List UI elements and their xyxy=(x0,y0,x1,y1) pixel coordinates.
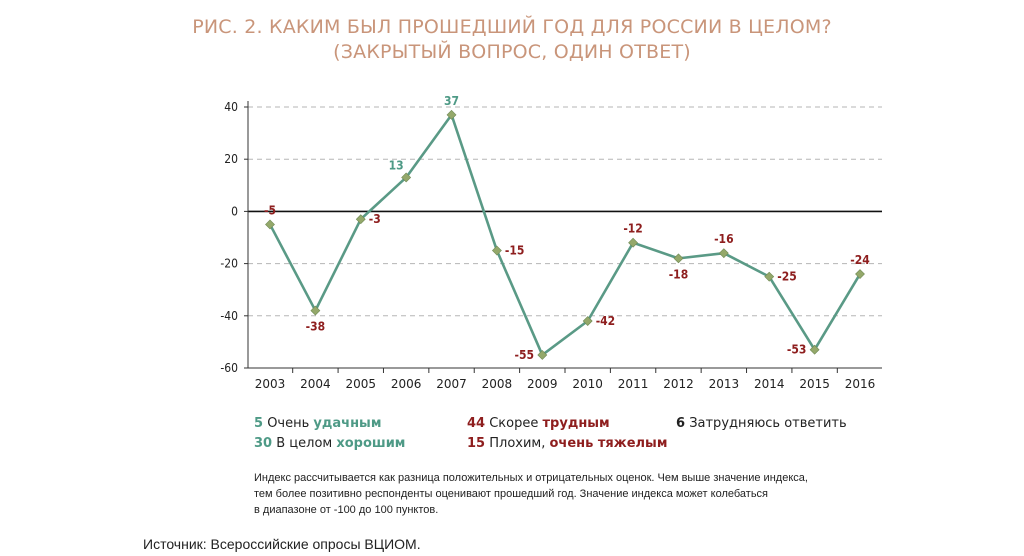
y-tick-label: 40 xyxy=(224,100,238,114)
data-label: -3 xyxy=(369,212,381,226)
data-point xyxy=(491,245,502,256)
chart-title-line1: РИС. 2. КАКИМ БЫЛ ПРОШЕДШИЙ ГОД ДЛЯ РОСС… xyxy=(192,16,832,38)
index-note-line2: тем более позитивно респонденты оцениваю… xyxy=(254,488,769,500)
data-label: -25 xyxy=(777,270,797,284)
legend-item-bad-very-hard: 15 Плохим, очень тяжелым xyxy=(467,436,668,451)
x-tick-label: 2015 xyxy=(799,377,830,391)
data-label: -24 xyxy=(850,253,870,267)
y-tick-label: 20 xyxy=(224,152,238,166)
x-tick-label: 2013 xyxy=(709,377,740,391)
data-point xyxy=(673,253,684,264)
data-point xyxy=(401,172,412,183)
data-label: -18 xyxy=(669,267,689,281)
data-point xyxy=(446,109,457,120)
data-point xyxy=(855,269,865,279)
legend-item-hard-to-answer: 6 Затрудняюсь ответить xyxy=(676,416,847,431)
data-point xyxy=(628,237,639,248)
legend-item-rather-difficult: 44 Скорее трудным xyxy=(467,416,610,431)
line-chart: 40 20 0 -20 -40 -60 2003 2004 2005 2006 2007 2008 2… xyxy=(220,94,882,391)
index-note-line3: в диапазоне от -100 до 100 пунктов. xyxy=(254,504,439,516)
x-tick-label: 2008 xyxy=(482,377,513,391)
legend-item-generally-good: 30 В целом хорошим xyxy=(254,436,406,451)
legend-col-negative: 44 Скорее трудным 15 Плохим, очень тяжел… xyxy=(467,414,667,454)
y-tick-label: -60 xyxy=(220,361,238,375)
x-tick-label: 2006 xyxy=(391,377,422,391)
data-label: -15 xyxy=(505,244,525,258)
legend-col-positive: 5 Очень удачным 30 В целом хорошим xyxy=(254,414,405,454)
legend-item-very-successful: 5 Очень удачным xyxy=(254,416,382,431)
data-label: -38 xyxy=(306,320,326,334)
legend-col-undecided: 6 Затрудняюсь ответить xyxy=(676,414,847,434)
x-tick-label: 2005 xyxy=(345,377,376,391)
data-point xyxy=(310,305,321,316)
index-note-line1: Индекс рассчитывается как разница положи… xyxy=(254,472,808,484)
data-label: -12 xyxy=(623,222,643,236)
data-point xyxy=(764,271,775,282)
chart-title-line2: (ЗАКРЫТЫЙ ВОПРОС, ОДИН ОТВЕТ) xyxy=(333,41,691,63)
series-line xyxy=(268,113,862,357)
data-point xyxy=(537,350,548,360)
x-tick-label: 2007 xyxy=(436,377,467,391)
x-tick-label: 2003 xyxy=(255,377,286,391)
source-note: Источник: Всероссийские опросы ВЦИОМ. xyxy=(143,536,421,552)
data-label: -55 xyxy=(515,348,535,362)
data-point xyxy=(355,214,366,225)
x-tick-label: 2016 xyxy=(845,377,876,391)
data-label: -16 xyxy=(714,232,734,246)
data-point xyxy=(265,219,275,230)
x-tick-label: 2009 xyxy=(527,377,558,391)
data-point xyxy=(809,344,820,355)
x-tick-label: 2012 xyxy=(663,377,694,391)
data-label: -5 xyxy=(264,203,276,217)
x-tick-label: 2004 xyxy=(300,377,331,391)
y-tick-label: 0 xyxy=(231,204,238,218)
data-label: 37 xyxy=(444,94,459,108)
index-note: Индекс рассчитывается как разница положи… xyxy=(254,470,894,518)
data-label: 13 xyxy=(389,158,404,172)
data-point xyxy=(718,248,729,259)
data-label: -42 xyxy=(596,314,616,328)
data-point xyxy=(582,316,593,326)
data-label: -53 xyxy=(787,343,807,357)
y-tick-label: -40 xyxy=(220,309,238,323)
x-tick-label: 2010 xyxy=(572,377,603,391)
y-tick-label: -20 xyxy=(220,257,238,271)
x-tick-label: 2014 xyxy=(754,377,785,391)
x-tick-label: 2011 xyxy=(618,377,649,391)
